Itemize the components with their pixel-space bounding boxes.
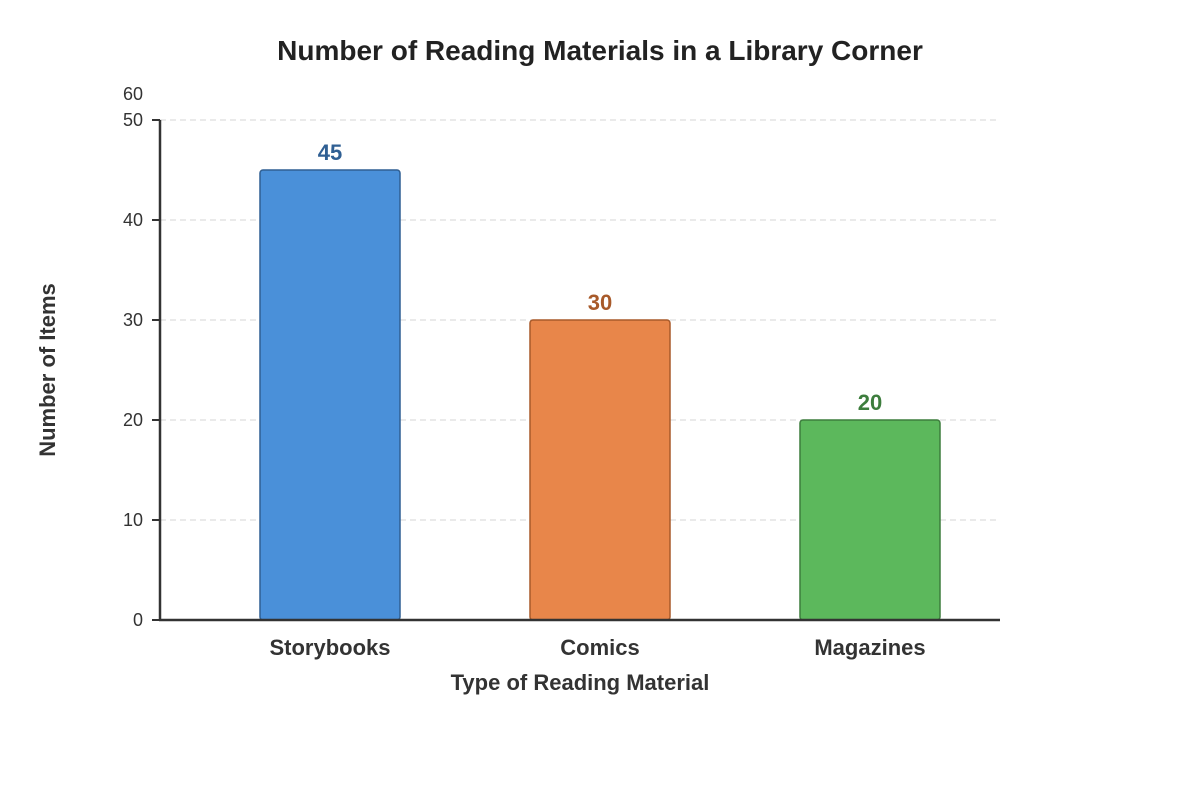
chart-title: Number of Reading Materials in a Library… (277, 35, 923, 66)
y-tick-label: 10 (123, 510, 143, 530)
y-axis-title: Number of Items (35, 283, 60, 457)
y-tick-label: 60 (123, 84, 143, 104)
value-label-magazines: 20 (858, 390, 882, 415)
x-axis-categories: Storybooks Comics Magazines (269, 635, 925, 660)
category-label-comics: Comics (560, 635, 639, 660)
y-tick-label: 0 (133, 610, 143, 630)
y-tick-label: 40 (123, 210, 143, 230)
y-tick-label: 50 (123, 110, 143, 130)
y-tick-label: 30 (123, 310, 143, 330)
category-label-storybooks: Storybooks (269, 635, 390, 660)
category-label-magazines: Magazines (814, 635, 925, 660)
y-tick-label: 20 (123, 410, 143, 430)
x-axis-title: Type of Reading Material (451, 670, 710, 695)
value-label-storybooks: 45 (318, 140, 342, 165)
y-axis-ticks: 0 10 20 30 40 50 60 (123, 84, 160, 630)
bar-comics (529, 319, 671, 621)
value-label-comics: 30 (588, 290, 612, 315)
bars (259, 169, 941, 621)
bar-magazines (799, 419, 941, 621)
value-labels: 45 30 20 (318, 140, 882, 415)
bar-storybooks (259, 169, 401, 621)
